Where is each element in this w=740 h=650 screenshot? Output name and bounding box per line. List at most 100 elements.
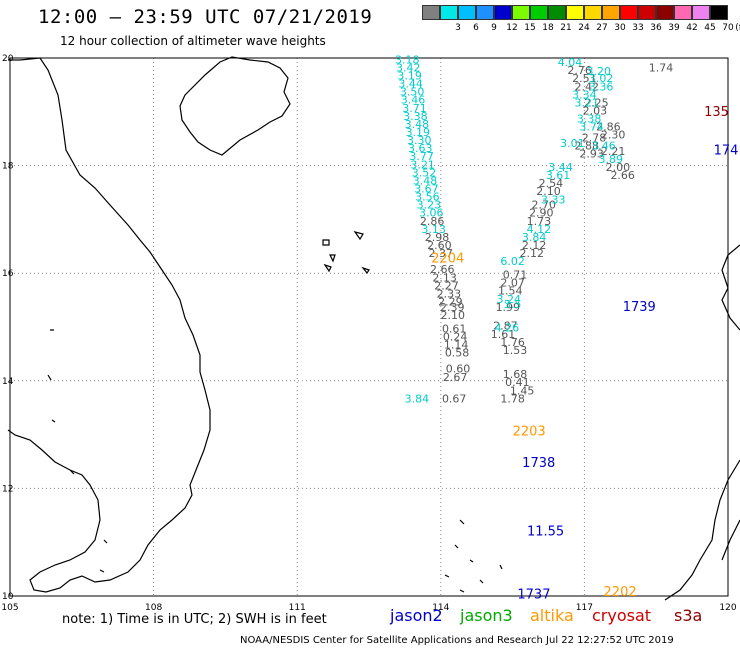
wave-height-value: 1.68 [503, 368, 528, 381]
lat-tick-label: 18 [2, 162, 14, 172]
scale-label: 45 [704, 23, 716, 33]
scale-swatch [656, 5, 674, 20]
scale-label: 70 [722, 23, 734, 33]
scale-label: 9 [491, 23, 497, 33]
scale-label: 33 [632, 23, 644, 33]
wave-height-value: 2.86 [596, 121, 621, 134]
scale-swatch [566, 5, 584, 20]
wave-height-value: 4.26 [495, 321, 520, 334]
scale-label: 21 [560, 23, 572, 33]
wave-height-value: 2.03 [583, 104, 608, 117]
wave-height-value: 1.45 [510, 384, 535, 397]
wave-height-value: 2.88 [575, 139, 600, 152]
wave-height-value: 2.30 [601, 129, 626, 142]
satellite-legend-cryosat: cryosat [592, 606, 652, 625]
wave-height-value: 3.84 [522, 231, 547, 244]
wave-height-value: 2.51 [572, 72, 597, 85]
orbit-pass-label: 135 [704, 105, 729, 120]
scale-label: 15 [524, 23, 536, 33]
wave-height-value: 2.10 [536, 185, 561, 198]
scale-label: 3 [455, 23, 461, 33]
wave-height-value: 3.19 [397, 70, 422, 83]
island-speck [47, 329, 108, 573]
wave-height-value: 3.77 [409, 150, 434, 163]
lon-tick-label: 120 [719, 603, 736, 613]
wave-height-value: 3.71 [402, 102, 427, 115]
scale-swatch [530, 5, 548, 20]
wave-height-value: 3.36 [589, 80, 614, 93]
wave-height-value: 2.12 [522, 239, 547, 252]
scale-label: 30 [614, 23, 626, 33]
orbit-pass-label: 1737 [517, 588, 550, 603]
wave-height-value: 6.02 [500, 255, 525, 268]
scale-swatch [638, 5, 656, 20]
wave-height-value: 2.07 [500, 277, 525, 290]
scale-label: 24 [578, 23, 590, 33]
wave-height-value: 1.99 [496, 301, 521, 314]
wave-height-value: 0.41 [505, 376, 530, 389]
wave-height-value: 3.61 [546, 169, 571, 182]
wave-height-value: 3.24 [497, 293, 522, 306]
footer-credit: NOAA/NESDIS Center for Satellite Applica… [240, 635, 674, 646]
orbit-labels: 2204 2203 2202 1739 1738 1737 174 135 11.55 [431, 105, 738, 603]
wave-height-value: 1.54 [498, 285, 523, 298]
wave-height-value: 2.78 [582, 131, 607, 144]
wave-height-value: 2.54 [539, 177, 564, 190]
wave-height-value: 1.74 [649, 61, 674, 74]
map-title: 12:00 – 23:59 UTC 07/21/2019 [38, 6, 373, 28]
lon-tick-label: 108 [145, 603, 162, 613]
wave-height-value: 3.02 [589, 72, 614, 85]
wave-height-value: 1.61 [491, 328, 516, 341]
wave-height-value: 2.00 [606, 161, 631, 174]
wave-height-value: 2.39 [440, 301, 465, 314]
wave-height-value: 1.14 [444, 339, 469, 352]
wave-height-value: 0.67 [442, 392, 467, 405]
wave-height-value: 3.48 [413, 174, 438, 187]
wave-height-value: 2.37 [429, 247, 454, 260]
wave-height-value: 3.46 [401, 94, 426, 107]
scale-label: 36 [650, 23, 662, 33]
wave-height-value: 3.20 [587, 65, 612, 78]
scale-swatch [602, 5, 620, 20]
paracel-island [323, 263, 332, 273]
wave-height-value: 2.87 [493, 320, 518, 333]
wave-height-value: 0.61 [442, 322, 467, 335]
wave-height-value: 0.58 [445, 347, 470, 360]
wave-height-tracks: 3.183.423.193.443.503.463.713.383.483.19… [395, 53, 673, 405]
satellite-legend-jason3: jason3 [460, 606, 513, 625]
wave-height-value: 3.44 [398, 78, 423, 91]
wave-height-value: 3.21 [575, 96, 600, 109]
map-subtitle: 12 hour collection of altimeter wave hei… [60, 34, 326, 48]
wave-height-value: 3.74 [579, 121, 604, 134]
paracel-island [361, 266, 370, 275]
scale-swatch [476, 5, 494, 20]
lon-tick-label: 117 [576, 603, 593, 613]
wave-height-value: 2.21 [601, 145, 626, 158]
orbit-pass-label: 1739 [623, 300, 656, 315]
lat-tick-label: 14 [2, 377, 14, 387]
lon-tick-label: 105 [1, 603, 18, 613]
scale-swatch [710, 5, 728, 20]
wave-height-value: 2.93 [579, 148, 604, 161]
scale-swatch [494, 5, 512, 20]
lon-tick-label: 111 [289, 603, 306, 613]
wave-height-value: 2.12 [519, 247, 544, 260]
wave-height-value: 0.24 [443, 330, 468, 343]
wave-height-value: 4.12 [527, 223, 552, 236]
satellite-legend-s3a: s3a [674, 606, 703, 625]
vietnam-coast [7, 57, 211, 593]
wave-height-value: 1.73 [527, 215, 552, 228]
lon-tick-label: 114 [432, 603, 449, 613]
wave-height-value: 3.44 [548, 161, 573, 174]
paracel-island [322, 239, 330, 246]
scale-swatch [422, 5, 440, 20]
wave-height-value: 3.21 [410, 158, 435, 171]
scale-swatch [458, 5, 476, 20]
wave-height-value: 3.84 [405, 392, 430, 405]
scale-swatch [512, 5, 530, 20]
wave-height-value: 1.78 [500, 392, 525, 405]
wave-height-value: 3.63 [408, 142, 433, 155]
wave-height-value: 3.5 [504, 298, 522, 311]
wave-height-value: 3.01 [560, 137, 585, 150]
wave-height-value: 2.76 [567, 64, 592, 77]
